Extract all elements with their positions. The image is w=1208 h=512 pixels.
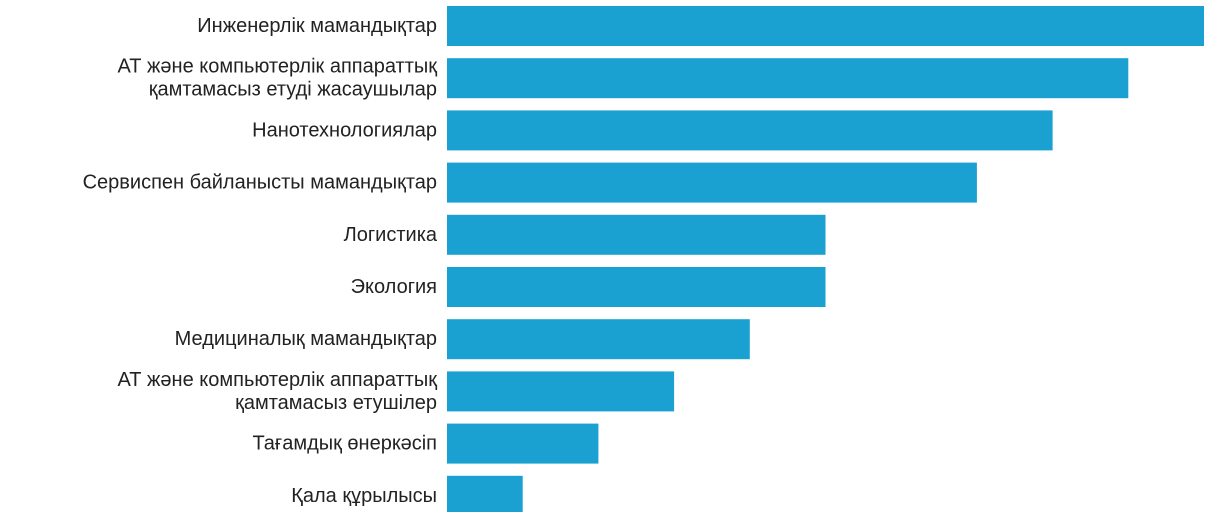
category-label: қамтамасыз етушілер	[235, 392, 437, 414]
category-label: Сервиспен байланысты мамандықтар	[83, 172, 437, 194]
bar	[447, 214, 826, 255]
bar	[447, 371, 675, 412]
category-label: Экология	[351, 276, 437, 298]
bar	[447, 423, 599, 464]
bar	[447, 110, 1053, 151]
bar	[447, 162, 977, 203]
bar	[447, 58, 1129, 99]
category-label: қамтамасыз етуді жасаушылар	[149, 79, 437, 101]
category-label: Нанотехнологиялар	[252, 119, 437, 141]
category-label: Қала құрылысы	[291, 485, 437, 507]
bar	[447, 6, 1204, 46]
bar	[447, 267, 826, 307]
bar	[447, 319, 750, 360]
category-label: Инженерлік мамандықтар	[197, 15, 437, 37]
category-label: АТ және компьютерлік аппараттық	[117, 369, 437, 391]
category-label: Тағамдық өнеркәсіп	[252, 433, 437, 455]
bar	[447, 475, 523, 512]
category-label: Логистика	[344, 224, 438, 246]
category-label: АТ және компьютерлік аппараттық	[117, 56, 437, 78]
category-label: Медициналық мамандықтар	[175, 328, 437, 350]
